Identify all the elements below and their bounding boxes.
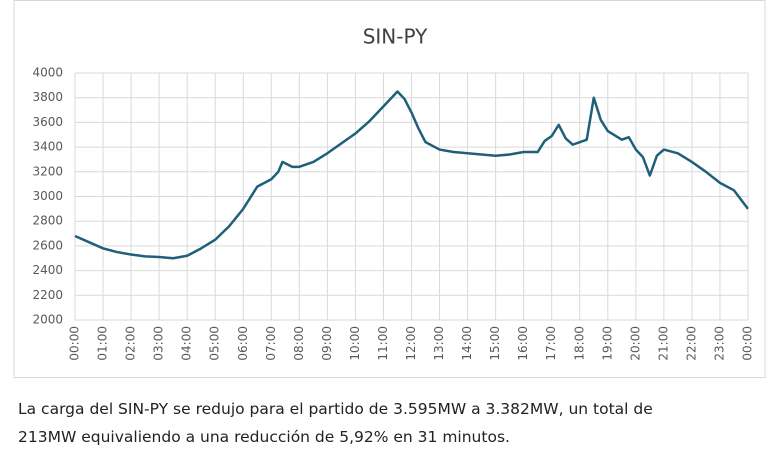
x-tick-label: 19:00	[600, 326, 614, 361]
x-tick-label: 20:00	[628, 326, 642, 361]
x-tick-label: 16:00	[516, 326, 530, 361]
y-tick-label: 2000	[32, 313, 63, 327]
caption-line: 213MW equivaliendo a una reducción de 5,…	[18, 428, 510, 446]
x-tick-label: 14:00	[460, 326, 474, 361]
x-tick-label: 11:00	[376, 326, 390, 361]
x-tick-label: 15:00	[488, 326, 502, 361]
chart-frame	[13, 0, 766, 378]
y-tick-label: 3800	[32, 90, 63, 104]
x-tick-label: 01:00	[96, 326, 110, 361]
x-tick-label: 12:00	[404, 326, 418, 361]
x-tick-label: 21:00	[656, 326, 670, 361]
y-tick-label: 4000	[32, 66, 63, 80]
y-tick-label: 3400	[32, 140, 63, 154]
caption-line: La carga del SIN-PY se redujo para el pa…	[18, 400, 653, 418]
y-tick-label: 3000	[32, 189, 63, 203]
x-tick-label: 00:00	[741, 326, 755, 361]
y-tick-label: 2600	[32, 238, 63, 252]
x-tick-label: 09:00	[320, 326, 334, 361]
x-tick-label: 23:00	[712, 326, 726, 361]
x-tick-label: 18:00	[572, 326, 586, 361]
y-tick-label: 2800	[32, 214, 63, 228]
x-tick-label: 08:00	[292, 326, 306, 361]
y-tick-label: 3600	[32, 115, 63, 129]
data-line	[74, 90, 749, 260]
x-tick-label: 10:00	[348, 326, 362, 361]
chart: SIN-PY 2000 2200 2400 2600 2800 3000 3200 3400 3…	[13, 0, 766, 378]
y-tick-label: 2400	[32, 263, 63, 277]
x-tick-label: 22:00	[684, 326, 698, 361]
x-tick-label: 13:00	[432, 326, 446, 361]
chart-title: SIN-PY	[363, 25, 428, 49]
x-tick-label: 03:00	[152, 326, 166, 361]
y-tick-label: 3200	[32, 164, 63, 178]
x-tick-label: 04:00	[180, 326, 194, 361]
x-tick-label: 06:00	[236, 326, 250, 361]
x-tick-label: 07:00	[264, 326, 278, 361]
x-tick-label: 02:00	[124, 326, 138, 361]
x-tick-label: 00:00	[68, 326, 82, 361]
y-tick-label: 2200	[32, 288, 63, 302]
x-tick-label: 05:00	[208, 326, 222, 361]
x-tick-label: 17:00	[544, 326, 558, 361]
